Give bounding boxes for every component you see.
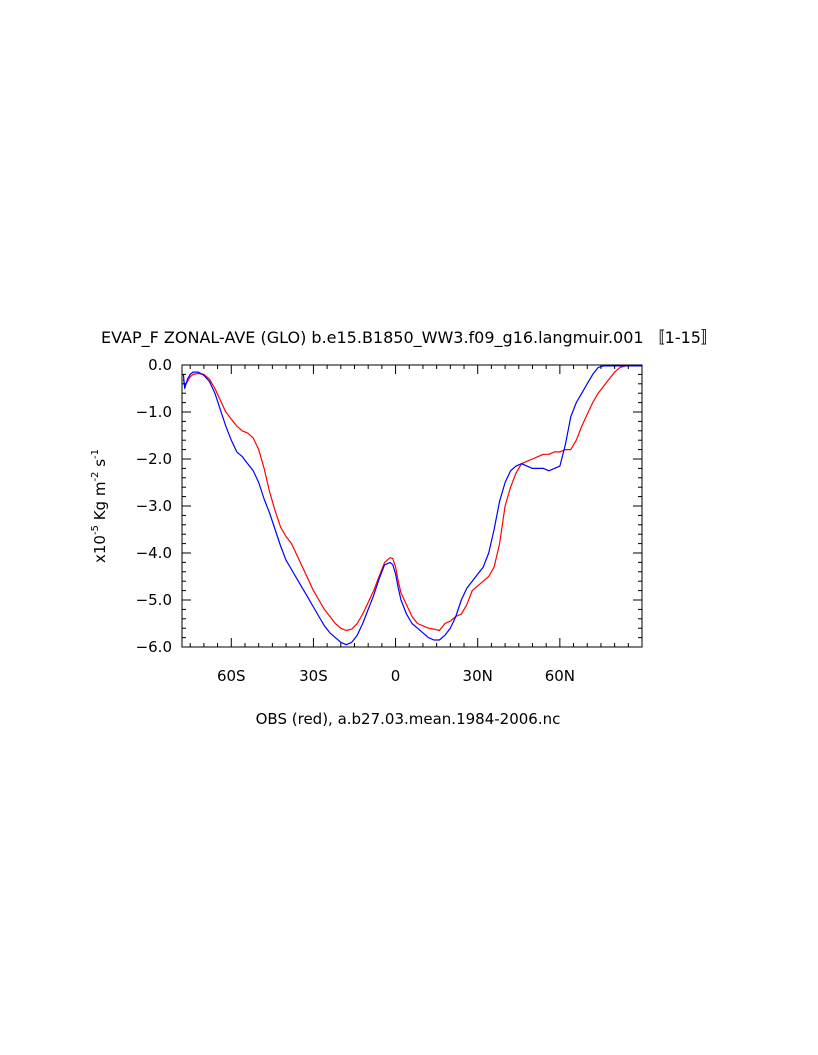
series-line-1 [182,365,642,632]
ticks-layer: 0.0 −1.0 −2.0 −3.0 −4.0 −5.0 −6.0 60S 30S 0 30N 60N [136,356,642,685]
chart-title: EVAP_F ZONAL-AVE (GLO) b.e15.B1850_WW3.f… [101,328,717,348]
x-tick-label: 30S [299,667,328,685]
y-tick-label: −4.0 [136,544,172,562]
x-tick-label: 60N [545,667,575,685]
plot-frame [181,364,643,648]
y-tick-label: 0.0 [148,356,172,374]
series-line-2 [182,365,642,646]
y-tick-label: −6.0 [136,638,172,656]
x-tick-label: 60S [217,667,246,685]
y-tick-label: −5.0 [136,591,172,609]
x-tick-label: 0 [391,667,401,685]
x-axis-caption: OBS (red), a.b27.03.mean.1984-2006.nc [256,710,561,728]
x-tick-label: 30N [463,667,493,685]
y-tick-label: −3.0 [136,497,172,515]
series-layer [182,365,642,646]
y-tick-label: −1.0 [136,403,172,421]
y-axis-label: x10-5 Kg m-2 s-1 [90,449,109,563]
y-tick-label: −2.0 [136,450,172,468]
